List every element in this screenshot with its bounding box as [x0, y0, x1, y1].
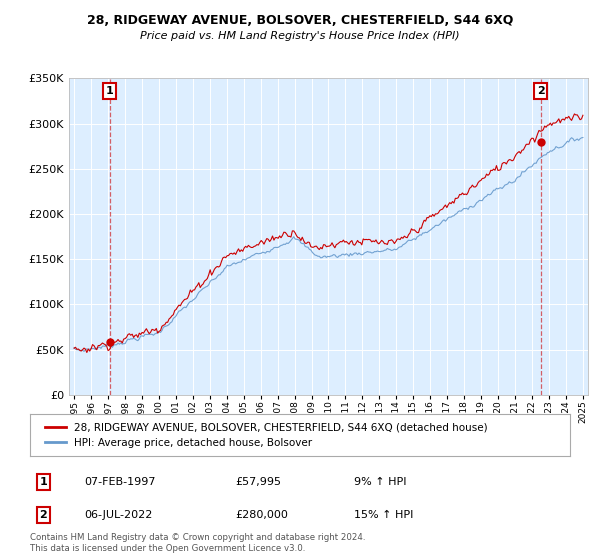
Text: 1: 1 [106, 86, 113, 96]
Text: Price paid vs. HM Land Registry's House Price Index (HPI): Price paid vs. HM Land Registry's House … [140, 31, 460, 41]
Text: £57,995: £57,995 [235, 477, 281, 487]
Text: 28, RIDGEWAY AVENUE, BOLSOVER, CHESTERFIELD, S44 6XQ: 28, RIDGEWAY AVENUE, BOLSOVER, CHESTERFI… [87, 14, 513, 27]
Text: 9% ↑ HPI: 9% ↑ HPI [354, 477, 407, 487]
Text: 15% ↑ HPI: 15% ↑ HPI [354, 510, 413, 520]
Legend: 28, RIDGEWAY AVENUE, BOLSOVER, CHESTERFIELD, S44 6XQ (detached house), HPI: Aver: 28, RIDGEWAY AVENUE, BOLSOVER, CHESTERFI… [41, 419, 492, 452]
Text: £280,000: £280,000 [235, 510, 288, 520]
Text: 06-JUL-2022: 06-JUL-2022 [84, 510, 152, 520]
Text: 1: 1 [40, 477, 47, 487]
Text: 2: 2 [40, 510, 47, 520]
Text: 07-FEB-1997: 07-FEB-1997 [84, 477, 155, 487]
Text: Contains HM Land Registry data © Crown copyright and database right 2024.
This d: Contains HM Land Registry data © Crown c… [30, 533, 365, 553]
Text: 2: 2 [536, 86, 544, 96]
